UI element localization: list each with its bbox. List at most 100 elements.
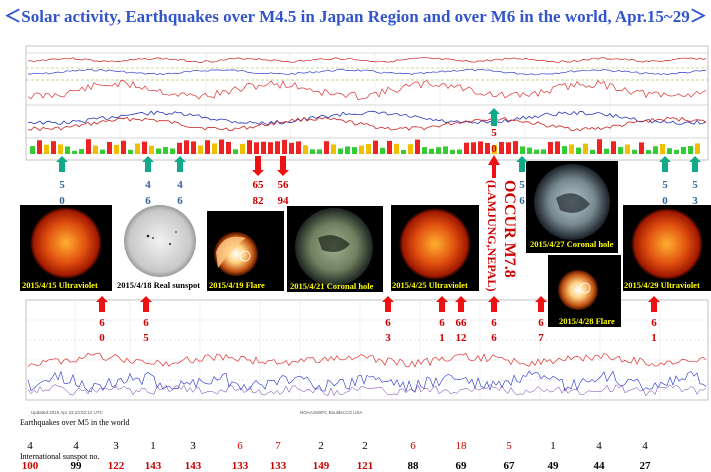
kp-bar bbox=[359, 145, 364, 154]
marker-arrow-icon bbox=[174, 156, 186, 172]
kp-bar bbox=[429, 148, 434, 154]
solar-image-4: 2015/4/21 Coronal hole bbox=[287, 206, 383, 292]
kp-bar bbox=[576, 147, 581, 154]
upper-marker-label: 6 bbox=[145, 195, 151, 207]
earthquake-count: 7 bbox=[275, 440, 281, 452]
kp-bar bbox=[464, 142, 469, 154]
sunspot-number: 44 bbox=[594, 460, 606, 472]
kp-bar bbox=[275, 141, 280, 154]
sunspot-number: 122 bbox=[108, 460, 125, 472]
kp-bar bbox=[324, 141, 329, 154]
marker-arrow-icon bbox=[142, 156, 154, 172]
lower-marker-label: 6 bbox=[651, 317, 657, 329]
kp-bar bbox=[51, 141, 56, 154]
kp-bar bbox=[513, 141, 518, 154]
kp-bar bbox=[541, 149, 546, 154]
lower-marker-label: 6 bbox=[143, 317, 149, 329]
kp-bar bbox=[170, 148, 175, 154]
kp-bar bbox=[191, 141, 196, 154]
kp-bar bbox=[198, 145, 203, 154]
kp-bar bbox=[303, 145, 308, 154]
earthquake-count: 4 bbox=[27, 440, 33, 452]
kp-bar bbox=[688, 146, 693, 154]
marker-arrow-icon bbox=[455, 296, 467, 312]
kp-bar bbox=[548, 142, 553, 154]
kp-bar bbox=[569, 144, 574, 154]
kp-bar bbox=[79, 149, 84, 154]
image-label-7: 2015/4/28 Flare bbox=[559, 316, 615, 326]
lower-marker-label: 3 bbox=[385, 332, 391, 344]
sunspot-number: 133 bbox=[232, 460, 249, 472]
marker-arrow-icon bbox=[252, 156, 264, 176]
image-label-5: 2015/4/25 Ultraviolet bbox=[392, 280, 468, 290]
kp-bar bbox=[331, 144, 336, 154]
upper-marker-label: 4 bbox=[145, 179, 151, 191]
kp-bar bbox=[212, 143, 217, 154]
kp-bar bbox=[450, 149, 455, 154]
kp-bar bbox=[128, 149, 133, 154]
earthquake-count: 2 bbox=[318, 440, 324, 452]
marker-arrow-icon bbox=[56, 156, 68, 172]
kp-bar bbox=[254, 142, 259, 154]
kp-bar bbox=[555, 141, 560, 154]
kp-bar bbox=[205, 140, 210, 154]
marker-arrow-icon bbox=[277, 156, 289, 176]
sunspot-number: 133 bbox=[270, 460, 287, 472]
kp-bar bbox=[436, 147, 441, 154]
image-label-6: 2015/4/27 Coronal hole bbox=[530, 239, 614, 249]
marker-arrow-icon bbox=[659, 156, 671, 172]
kp-bar bbox=[660, 144, 665, 154]
upper-marker-label: 65 bbox=[253, 179, 265, 191]
kp-bar bbox=[457, 149, 462, 154]
kp-bar bbox=[310, 149, 315, 154]
upper-satellite-panel bbox=[25, 45, 709, 161]
upper-marker-label: 5 bbox=[692, 179, 698, 191]
earthquake-count: 6 bbox=[237, 440, 243, 452]
upper-marker-label: 4 bbox=[177, 179, 183, 191]
marker-arrow-icon bbox=[516, 156, 528, 172]
upper-marker-label: 5 bbox=[519, 179, 525, 191]
image-label-2: 2015/4/18 Real sunspot bbox=[117, 280, 200, 290]
sunspot-number: 99 bbox=[71, 460, 83, 472]
earthquake-count: 4 bbox=[73, 440, 79, 452]
earthquake-count: 4 bbox=[596, 440, 602, 452]
kp-bar bbox=[492, 145, 497, 154]
kp-bar bbox=[247, 140, 252, 154]
marker-arrow-icon bbox=[488, 108, 500, 126]
solar-image-3: 2015/4/19 Flare bbox=[207, 211, 284, 291]
kp-bar bbox=[121, 140, 126, 154]
kp-bar bbox=[345, 146, 350, 154]
kp-bar bbox=[268, 142, 273, 154]
solar-image-5: 2015/4/25 Ultraviolet bbox=[391, 205, 479, 291]
sunspot-number: 143 bbox=[145, 460, 162, 472]
kp-bar bbox=[317, 149, 322, 154]
marker-arrow-icon bbox=[689, 156, 701, 172]
lower-marker-label: 1 bbox=[651, 332, 657, 344]
lower-marker-label: 6 bbox=[491, 332, 497, 344]
lower-marker-label: 6 bbox=[385, 317, 391, 329]
kp-bar bbox=[100, 149, 105, 154]
marker-arrow-icon bbox=[96, 296, 108, 312]
upper-marker-label: 5 bbox=[59, 179, 65, 191]
chart-title: ＜Solar activity, Earthquakes over M4.5 i… bbox=[4, 7, 707, 26]
sunspot-number: 69 bbox=[456, 460, 468, 472]
lower-marker-label: 6 bbox=[491, 317, 497, 329]
earthquake-count: 18 bbox=[456, 440, 468, 452]
sunspot-number: 49 bbox=[548, 460, 560, 472]
lower-marker-label: 0 bbox=[99, 332, 105, 344]
kp-bar bbox=[408, 144, 413, 154]
solar-image-7: 2015/4/28 Flare bbox=[548, 255, 621, 327]
kp-bar bbox=[387, 140, 392, 154]
lower-marker-label: 1 bbox=[439, 332, 445, 344]
earthquake-count: 3 bbox=[113, 440, 119, 452]
marker-arrow-icon bbox=[648, 296, 660, 312]
sunspot-number: 100 bbox=[22, 460, 39, 472]
lower-marker-label: 6 bbox=[538, 317, 544, 329]
kp-bar bbox=[611, 141, 616, 154]
kp-bar bbox=[422, 147, 427, 154]
earthquakes-row-label: Earthquakes over M5 in the world bbox=[20, 418, 130, 427]
kp-bar bbox=[142, 141, 147, 154]
kp-bar bbox=[261, 141, 266, 154]
sunspot-number: 27 bbox=[640, 460, 652, 472]
